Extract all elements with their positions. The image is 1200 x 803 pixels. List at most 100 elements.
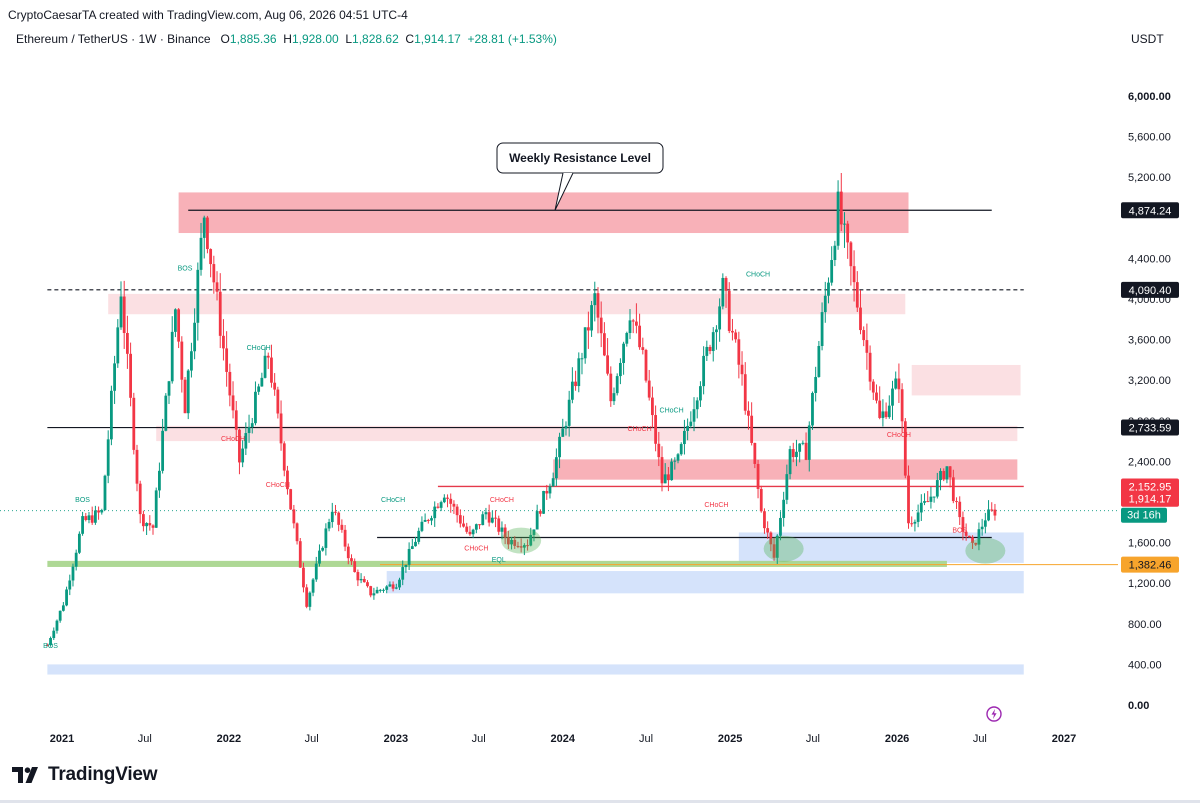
candle-body-268: [903, 421, 907, 476]
candle-body-48: [199, 237, 203, 270]
candle-body-13: [87, 515, 91, 521]
candle-body-269: [907, 475, 910, 524]
price-chart[interactable]: BOS BOS BOS CHoCH CHoCH CHoCH CHoCH CHoCH CHoCH E…: [0, 0, 1200, 760]
replay-icon[interactable]: [986, 706, 1002, 727]
tradingview-logo[interactable]: TradingView: [12, 764, 158, 786]
time-axis[interactable]: 2021 Jul 2022 Jul 2023 Jul 2024 Jul 2025 Jul 2026 J…: [50, 733, 1076, 745]
candle-body-223: [759, 488, 763, 512]
annotation-label-4: CHoCH: [247, 345, 271, 352]
candle-body-6: [65, 589, 68, 606]
candle-body-154: [538, 511, 542, 514]
candle-body-296: [993, 509, 997, 516]
candle-body-147: [516, 545, 520, 547]
candle-body-35: [158, 470, 161, 491]
candle-body-146: [513, 539, 517, 546]
resistance-callout: Weekly Resistance Level: [496, 142, 664, 211]
symbol-title[interactable]: Ethereum / TetherUS · 1W · Binance: [16, 32, 211, 46]
currency-label[interactable]: USDT: [1131, 32, 1164, 46]
candle-body-198: [679, 444, 683, 455]
candle-body-213: [727, 290, 731, 331]
candle-body-227: [772, 544, 776, 558]
candle-body-240: [814, 376, 818, 393]
candle-body-188: [647, 380, 651, 398]
candle-body-33: [151, 525, 155, 528]
countdown-tag-bg: [1121, 507, 1167, 523]
candle-body-183: [631, 320, 635, 322]
candle-body-133: [471, 529, 475, 535]
y-tick-label-2: 5,200.00: [1128, 172, 1171, 184]
candle-body-278: [935, 480, 939, 497]
candle-body-260: [878, 400, 882, 418]
y-tick-label-5: 3,600.00: [1128, 335, 1171, 347]
candle-body-129: [458, 515, 462, 524]
candle-body-39: [170, 331, 174, 382]
candle-body-243: [823, 295, 827, 313]
candle-body-178: [615, 376, 619, 394]
candle-body-81: [305, 587, 309, 607]
x-tick-label-2: 2022: [217, 733, 241, 745]
zone-7: [47, 664, 1024, 675]
candle-body-95: [350, 558, 353, 562]
candle-body-28: [135, 449, 139, 484]
annotation-label-10: EQL: [492, 557, 506, 564]
price-axis[interactable]: 6,000.005,600.005,200.004,400.004,000.00…: [1128, 91, 1171, 712]
candle-body-167: [580, 358, 584, 360]
y-tick-label-6: 3,200.00: [1128, 375, 1171, 387]
level-tag-1-bg: [1121, 281, 1179, 298]
candle-body-172: [596, 293, 600, 318]
y-tick-label-9: 1,600.00: [1128, 538, 1171, 550]
candle-body-196: [673, 460, 677, 462]
candle-body-170: [590, 305, 593, 331]
candle-body-138: [487, 512, 491, 523]
candle-body-136: [481, 514, 485, 526]
candle-body-103: [375, 589, 379, 594]
candle-body-247: [836, 191, 840, 246]
highlight-ellipse-2: [965, 537, 1006, 564]
footer-divider: [0, 800, 1200, 803]
candle-body-126: [449, 498, 453, 504]
candle-body-44: [186, 370, 190, 414]
candle-body-202: [692, 409, 696, 422]
candle-body-193: [663, 474, 667, 484]
annotation-label-1: BOS: [178, 266, 193, 273]
x-tick-label-4: 2023: [384, 733, 408, 745]
candle-body-46: [193, 322, 197, 352]
x-tick-label-7: Jul: [639, 733, 653, 745]
candle-body-284: [955, 501, 958, 503]
candle-body-47: [196, 269, 200, 323]
candle-body-86: [321, 547, 325, 551]
candle-body-217: [740, 364, 744, 375]
candle-body-56: [225, 348, 229, 372]
candle-body-273: [919, 502, 923, 513]
candle-body-98: [359, 578, 363, 581]
candle-body-246: [833, 245, 837, 261]
candle-body-276: [929, 496, 933, 502]
low-value: 1,828.62: [352, 32, 399, 46]
candle-body-68: [263, 355, 267, 378]
candle-body-71: [273, 382, 277, 390]
candle-body-182: [628, 320, 632, 333]
candle-body-88: [327, 522, 331, 529]
candle-body-158: [551, 478, 555, 487]
candle-body-32: [148, 523, 152, 526]
candle-body-257: [868, 352, 872, 382]
candle-body-220: [750, 415, 754, 443]
y-tick-label-13: 0.00: [1128, 700, 1149, 712]
candle-body-97: [356, 572, 360, 581]
candle-body-265: [894, 378, 898, 389]
candle-body-216: [737, 339, 741, 365]
candles-layer: [45, 173, 997, 647]
candle-body-18: [103, 475, 107, 511]
candle-body-134: [474, 524, 478, 530]
candle-body-252: [852, 266, 856, 283]
y-tick-label-8: 2,400.00: [1128, 456, 1171, 468]
candle-body-4: [58, 610, 62, 621]
candle-body-222: [756, 463, 760, 489]
zones-layer: [47, 192, 1024, 675]
candle-body-93: [343, 529, 347, 547]
candle-body-157: [548, 486, 552, 494]
annotation-label-5: CHoCH: [221, 436, 245, 443]
candle-body-233: [791, 449, 795, 458]
candle-body-204: [699, 386, 702, 401]
x-tick-label-8: 2025: [718, 733, 742, 745]
